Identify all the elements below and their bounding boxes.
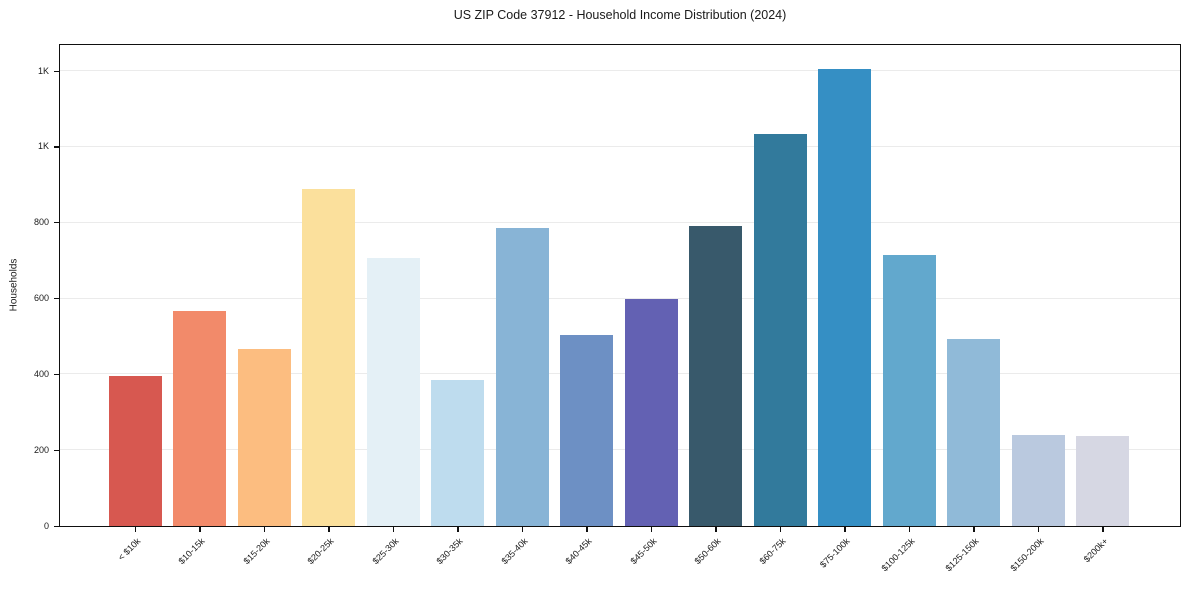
gridline bbox=[60, 373, 1180, 375]
x-tick-mark bbox=[328, 527, 330, 532]
chart-title: US ZIP Code 37912 - Household Income Dis… bbox=[453, 8, 787, 22]
bar-$10-15k bbox=[173, 311, 226, 526]
x-tick-label: $60-75k bbox=[757, 536, 788, 567]
gridline bbox=[60, 70, 1180, 72]
y-tick-mark bbox=[54, 449, 59, 451]
x-tick-mark bbox=[1037, 527, 1040, 532]
x-tick-mark bbox=[650, 527, 653, 532]
x-tick-label: $45-50k bbox=[628, 536, 659, 567]
x-tick-mark bbox=[392, 527, 395, 532]
bar-$100-125k bbox=[882, 254, 936, 526]
x-tick-label: < $10k bbox=[116, 536, 143, 563]
bar-$200k+ bbox=[1076, 436, 1129, 526]
x-tick-label: $50-60k bbox=[692, 536, 724, 567]
x-tick-label: $100-125k bbox=[879, 536, 917, 574]
x-tick-mark bbox=[908, 527, 911, 532]
y-tick-label: 200 bbox=[33, 444, 49, 455]
x-tick-mark bbox=[844, 527, 846, 532]
gridline bbox=[60, 145, 1180, 147]
y-axis: 0 200 400 600 800 1K 1K bbox=[0, 44, 59, 531]
x-tick-mark bbox=[521, 527, 524, 532]
y-tick-mark bbox=[54, 146, 59, 148]
x-tick-mark bbox=[199, 527, 201, 532]
bar-$35-40k bbox=[495, 228, 549, 526]
y-tick-mark bbox=[54, 222, 59, 224]
bar-$25-30k bbox=[366, 257, 420, 526]
bar-$45-50k bbox=[624, 298, 678, 526]
bar-$30-35k bbox=[431, 379, 484, 526]
x-tick-label: $25-30k bbox=[370, 536, 401, 567]
x-tick-mark bbox=[586, 527, 588, 532]
y-tick-mark bbox=[54, 70, 59, 72]
bar-< $10k bbox=[108, 376, 162, 526]
bar-$75-100k bbox=[818, 68, 871, 526]
y-tick-mark bbox=[54, 298, 59, 300]
x-tick-mark bbox=[457, 527, 459, 532]
x-tick-mark bbox=[134, 527, 137, 532]
gridline bbox=[60, 449, 1180, 451]
bar-$60-75k bbox=[753, 134, 807, 526]
x-tick-label: $35-40k bbox=[499, 536, 530, 567]
y-tick-label: 600 bbox=[33, 293, 49, 303]
x-tick-label: $75-100k bbox=[818, 536, 853, 570]
x-tick-label: $15-20k bbox=[241, 536, 272, 567]
x-tick-label: $10-15k bbox=[176, 536, 208, 567]
x-tick-mark bbox=[973, 527, 975, 532]
x-tick-label: $20-25k bbox=[305, 536, 337, 567]
bar-$15-20k bbox=[237, 349, 291, 526]
y-tick-label: 1K bbox=[37, 141, 49, 152]
plot-area bbox=[59, 44, 1181, 527]
x-tick-label: $200k+ bbox=[1081, 536, 1111, 565]
x-tick-label: $125-150k bbox=[943, 536, 982, 574]
x-tick-label: $150-200k bbox=[1008, 536, 1046, 574]
x-axis: < $10k $10-15k $15-20k $20-25k $25-30k $30-35… bbox=[59, 527, 1181, 590]
x-tick-mark bbox=[1102, 527, 1104, 532]
bar-$20-25k bbox=[302, 189, 355, 526]
y-tick-mark bbox=[54, 373, 59, 376]
x-tick-mark bbox=[715, 527, 717, 532]
y-tick-label: 0 bbox=[43, 520, 49, 531]
y-tick-label: 800 bbox=[33, 217, 49, 228]
y-tick-label: 1K bbox=[37, 65, 49, 76]
x-tick-label: $40-45k bbox=[563, 536, 595, 567]
bar-$50-60k bbox=[689, 225, 742, 526]
x-tick-label: $30-35k bbox=[434, 536, 466, 567]
x-tick-mark bbox=[779, 527, 782, 532]
bar-$150-200k bbox=[1011, 434, 1065, 526]
bar-$40-45k bbox=[560, 334, 613, 526]
x-tick-mark bbox=[263, 527, 266, 532]
y-tick-label: 400 bbox=[33, 368, 49, 379]
y-tick-mark bbox=[54, 525, 59, 527]
bar-$125-150k bbox=[947, 338, 1000, 526]
gridline bbox=[60, 297, 1180, 299]
gridline bbox=[60, 221, 1180, 223]
